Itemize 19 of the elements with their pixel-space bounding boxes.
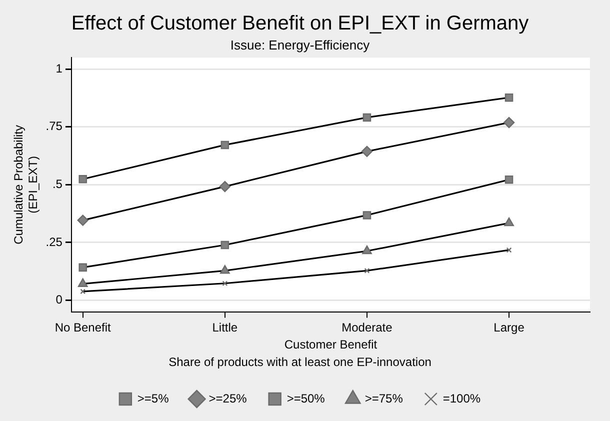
legend-label: >=5% [137,391,170,406]
y-tick-label: 1 [56,61,63,76]
y-tick-label: 0 [56,292,63,307]
legend-label: >=25% [208,391,248,406]
y-tick-label: .25 [46,234,63,249]
legend-label: >=75% [364,391,404,406]
chart-subtitle: Issue: Energy-Efficiency [230,37,370,52]
legend-title: Share of products with at least one EP-innovation [168,354,432,369]
chart-title: Effect of Customer Benefit on EPI_EXT in Germany [71,12,529,35]
legend-label: >=50% [286,391,326,406]
x-tick-label: Little [212,320,238,334]
x-tick-label: Large [494,320,525,334]
y-tick-label: .75 [46,119,63,134]
x-axis-title: Customer Benefit [284,338,378,352]
x-tick-label: Moderate [342,320,393,334]
legend-label: =100% [442,391,481,406]
y-tick-label: .5 [52,177,63,192]
y-axis-title: Cumulative Probability (EPI_EXT) [12,125,40,244]
x-tick-label: No Benefit [54,320,112,334]
